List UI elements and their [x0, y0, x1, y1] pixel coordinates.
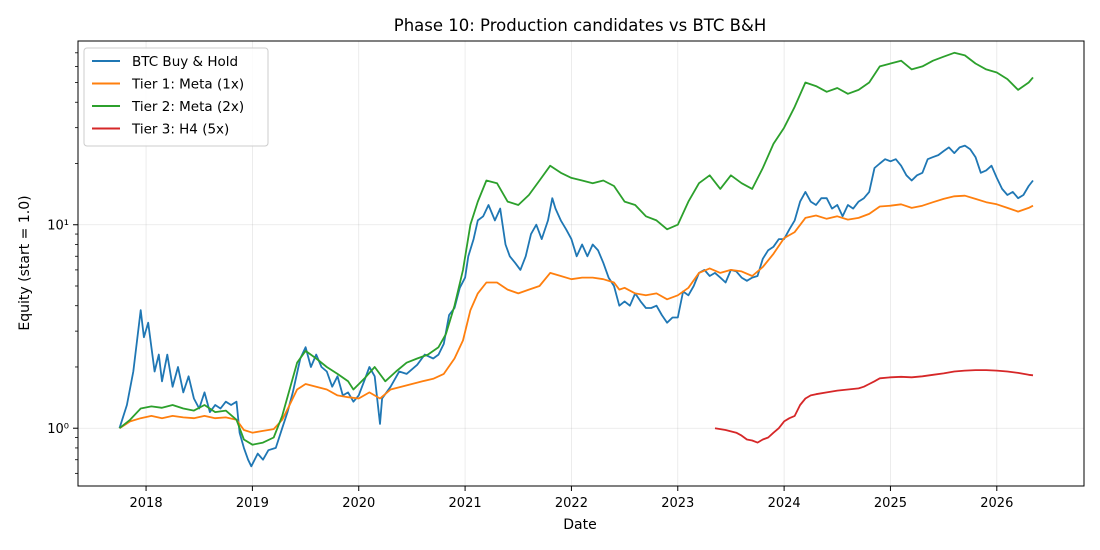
x-tick-label: 2025: [874, 496, 907, 511]
x-tick-label: 2022: [555, 496, 588, 511]
x-tick-label: 2026: [980, 496, 1013, 511]
y-tick-label: 10¹: [47, 219, 69, 234]
legend-label: Tier 3: H4 (5x): [131, 122, 229, 138]
series-line-3: [118, 51, 1034, 446]
legend-label: Tier 2: Meta (2x): [131, 99, 244, 115]
x-tick-label: 2024: [768, 496, 801, 511]
chart-title: Phase 10: Production candidates vs BTC B…: [394, 16, 766, 35]
y-axis: 10⁰ 10¹: [47, 52, 78, 474]
series-line-1: [118, 144, 1034, 468]
series-layer: [118, 51, 1034, 468]
legend-box: [83, 47, 269, 147]
x-axis: 2018 2019 2020 2021 2022 2023 2024 2025 2026: [130, 486, 1013, 511]
legend-label: Tier 1: Meta (1x): [131, 77, 244, 93]
x-tick-label: 2023: [661, 496, 694, 511]
legend: BTC Buy & Hold Tier 1: Meta (1x) Tier 2: M…: [83, 47, 269, 147]
legend-label: BTC Buy & Hold: [132, 54, 238, 70]
x-tick-label: 2020: [342, 496, 375, 511]
x-tick-label: 2021: [449, 496, 482, 511]
series-line-2: [119, 194, 1034, 434]
y-axis-title: Equity (start = 1.0): [17, 195, 33, 330]
x-tick-label: 2018: [130, 496, 163, 511]
series-line-4: [714, 369, 1034, 444]
plot-frame: [77, 40, 1085, 487]
x-tick-label: 2019: [236, 496, 269, 511]
y-tick-label: 10⁰: [47, 422, 69, 437]
x-axis-title: Date: [563, 517, 596, 533]
